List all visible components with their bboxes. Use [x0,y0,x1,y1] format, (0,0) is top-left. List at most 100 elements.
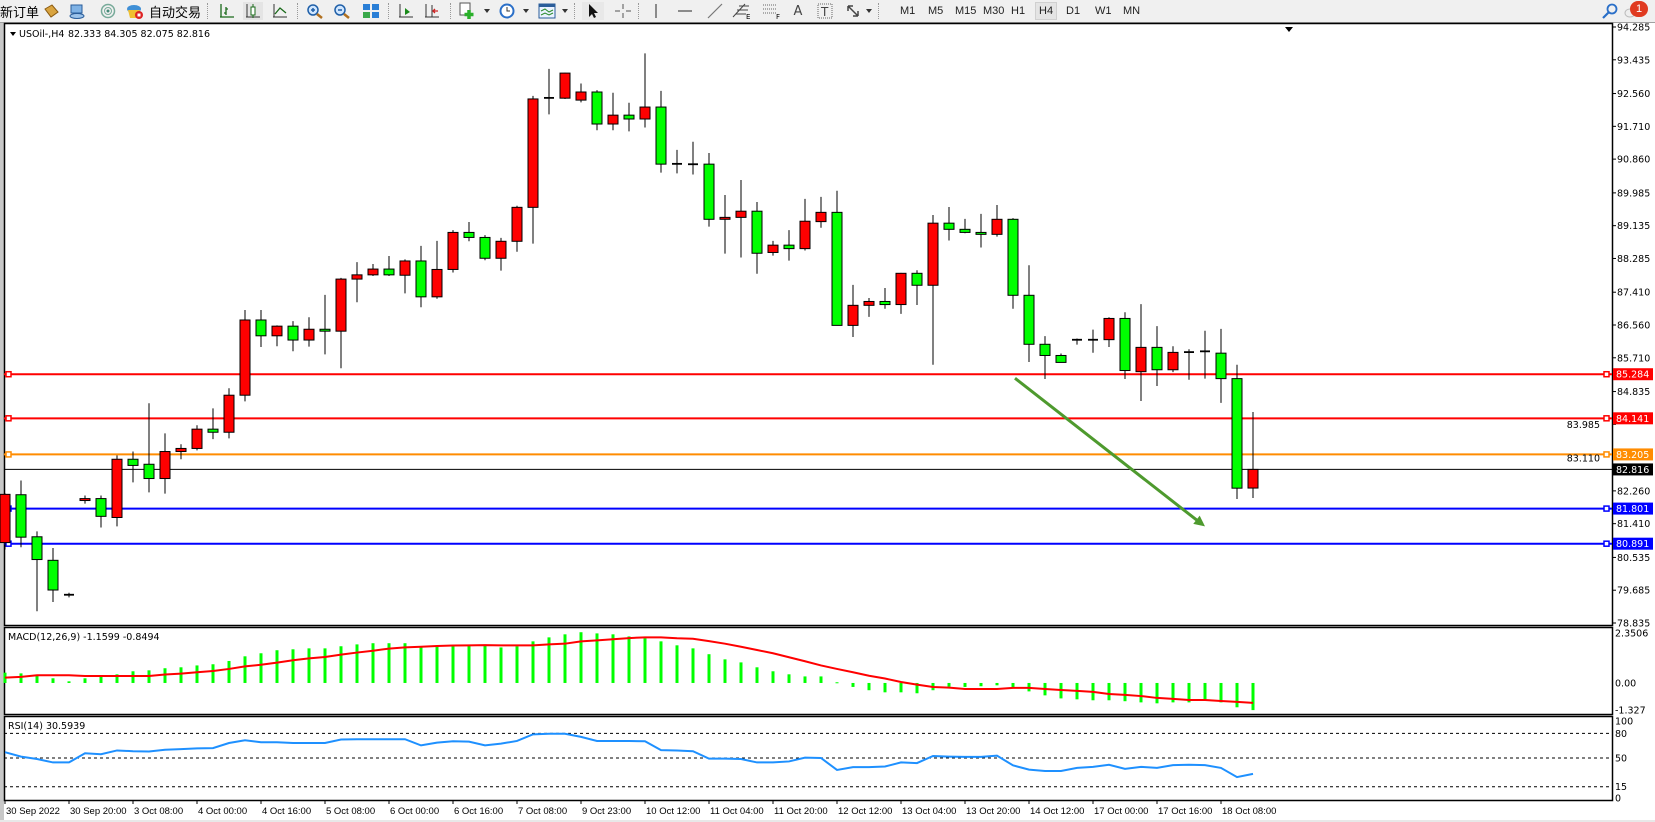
toolbar-separator [878,3,881,19]
line-chart-icon[interactable] [270,2,290,20]
candle-body [655,106,667,165]
arrows-icon[interactable] [843,2,863,20]
timeframe-m15[interactable]: M15 [955,5,977,17]
search-icon[interactable] [1600,2,1620,20]
candle [159,433,171,494]
fibo-fan-icon[interactable]: F [761,2,783,20]
horizontal-line-tag-label: 83.205 [1616,450,1649,461]
periods-dropdown-icon[interactable] [523,9,529,13]
candle-body [639,106,651,120]
macd-histogram-bar [947,682,951,687]
candle-body [511,206,523,242]
timeframe-mn[interactable]: MN [1123,5,1141,17]
new-chart-dropdown-icon[interactable] [484,9,490,13]
horizontal-line-icon[interactable] [675,2,695,20]
candle [415,245,427,308]
macd-histogram-bar [1107,682,1111,701]
time-axis-label: 14 Oct 12:00 [1030,806,1084,817]
macd-histogram-bar [179,667,183,683]
timeframe-m5[interactable]: M5 [928,5,944,17]
candle-body [1023,294,1035,345]
time-axis-label: 30 Sep 20:00 [70,806,127,817]
rsi-axis-label: 15 [1615,782,1627,793]
templates-icon[interactable] [537,2,557,20]
line-handle-right[interactable] [1603,451,1610,458]
macd-histogram-bar [995,682,999,686]
auto-scroll-icon[interactable] [422,2,442,20]
auto-trading-icon[interactable] [125,2,145,20]
time-axis-label: 13 Oct 20:00 [966,806,1020,817]
svg-text:E: E [746,13,750,20]
templates-dropdown-icon[interactable] [562,9,568,13]
line-handle-left[interactable] [5,370,12,378]
timeframe-h1[interactable]: H1 [1011,5,1026,17]
periods-icon[interactable] [497,2,517,20]
line-handle-left[interactable] [5,451,12,458]
candle [383,255,395,277]
text-label-icon[interactable]: T [815,2,835,20]
candle-body [479,236,491,259]
zoom-out-icon[interactable] [332,2,352,20]
line-handle-right[interactable] [1603,415,1610,422]
chart-shift-icon[interactable] [396,2,416,20]
line-handle-right[interactable] [1603,540,1610,547]
horizontal-line-tag [1613,412,1653,425]
timeframe-d1[interactable]: D1 [1066,5,1081,17]
price-axis-label: 87.410 [1617,288,1650,299]
line-handle-left[interactable] [5,415,12,422]
timeframe-w1[interactable]: W1 [1095,5,1112,17]
candle-body [783,244,795,250]
candle [879,287,891,309]
line-handle-right[interactable] [1603,505,1610,512]
candle [1215,328,1227,403]
line-handle-right[interactable] [1603,370,1610,378]
candle [799,198,811,251]
price-axis-label: 92.560 [1617,89,1650,100]
timeframe-h4[interactable]: H4 [1035,2,1058,20]
bar-chart-icon[interactable] [217,2,237,20]
candle-body [623,114,635,120]
macd-histogram-bar [1219,682,1223,703]
trend-arrow-head[interactable] [1193,515,1205,527]
new-chart-icon[interactable] [457,2,477,20]
tile-windows-icon[interactable] [361,2,381,20]
arrows-dropdown-icon[interactable] [866,9,872,13]
time-axis-label: 30 Sep 2022 [6,806,60,817]
candle-body [127,458,139,466]
trendline-icon[interactable] [705,2,725,20]
candle-body [47,559,59,591]
text-icon[interactable]: A [793,3,803,19]
horizontal-line-tag [1613,448,1653,461]
timeframe-m30[interactable]: M30 [983,5,1005,17]
cursor-icon[interactable] [582,2,604,20]
vertical-line-icon[interactable] [646,2,666,20]
macd-histogram-bar [131,671,135,683]
new-order-button[interactable]: 新订单 [0,2,39,20]
candle [271,325,283,347]
candle [191,425,203,451]
crosshair-icon[interactable] [613,2,633,20]
chart-shift-marker[interactable] [1285,27,1293,32]
macd-histogram-bar [163,668,167,683]
auto-trading-button[interactable]: 自动交易 [149,2,201,20]
signals-icon[interactable] [98,2,118,20]
symbol-dropdown-icon[interactable] [10,32,16,36]
candlestick-icon[interactable] [243,2,263,20]
market-watch-icon[interactable] [41,2,61,20]
macd-histogram-bar [867,682,871,691]
candle-body [911,272,923,286]
candle-body [287,325,299,341]
candle-body [959,228,971,233]
navigator-icon[interactable] [67,2,87,20]
zoom-in-icon[interactable] [305,2,325,20]
candle-body [463,231,475,238]
trend-arrow-line[interactable] [1014,377,1200,524]
fibonacci-icon[interactable]: E [731,2,753,20]
notification-badge[interactable]: 1 [1630,1,1648,17]
time-axis-label: 4 Oct 00:00 [198,806,247,817]
timeframe-m1[interactable]: M1 [900,5,916,17]
candle-body [175,447,187,453]
macd-histogram-bar [1235,682,1239,708]
candle [1088,329,1098,353]
